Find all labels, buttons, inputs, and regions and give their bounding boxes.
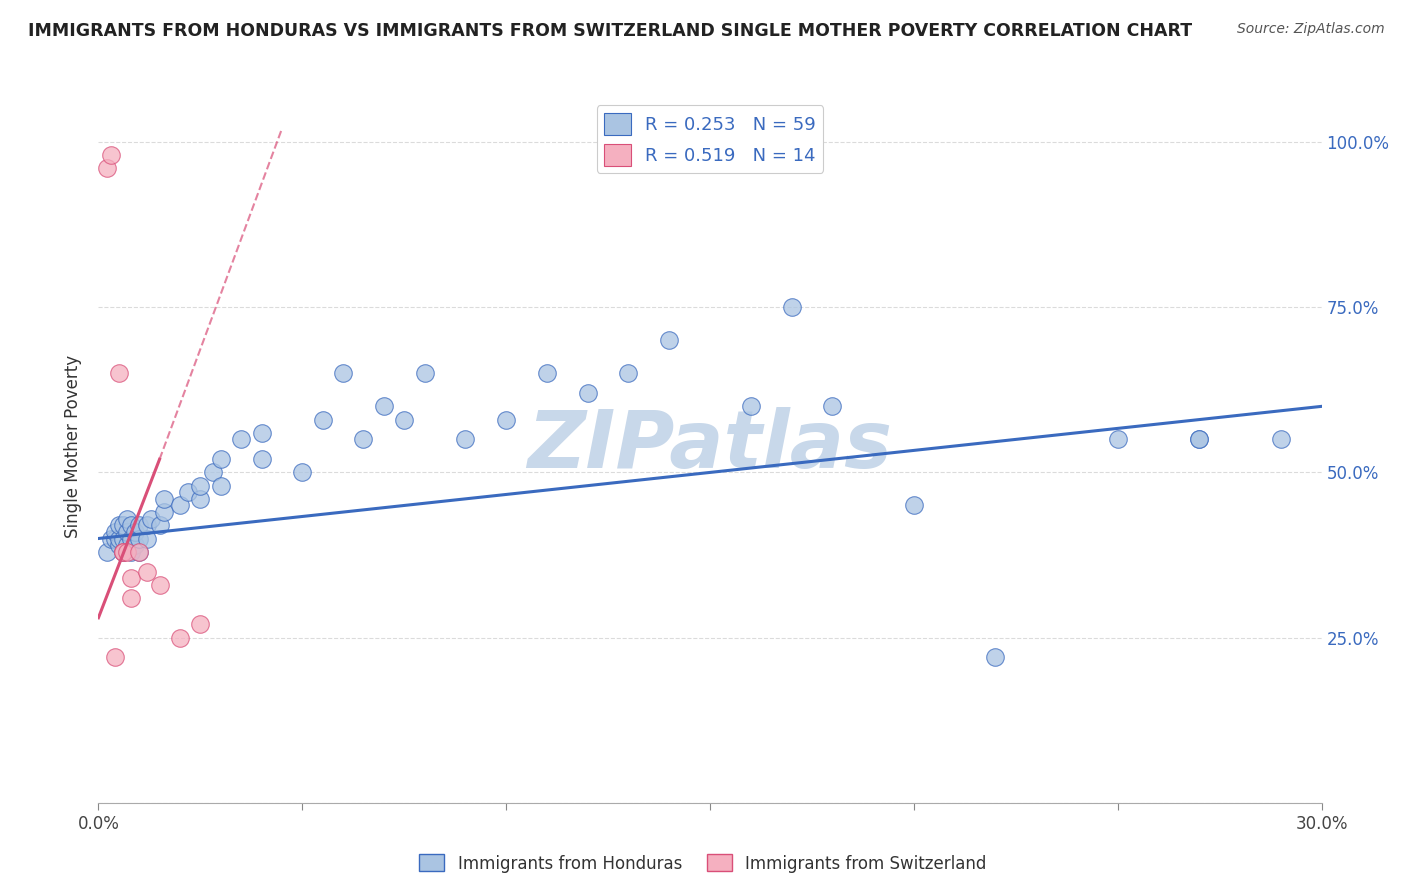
Point (120, 591, 142, 605)
Point (250, 452, 273, 467)
Point (1188, 433, 1211, 447)
Point (780, 300, 803, 314)
Point (120, 571, 142, 585)
Point (100, 148, 122, 162)
Point (152, 505, 174, 519)
Point (111, 532, 134, 546)
Point (1270, 433, 1292, 447)
Point (136, 565, 159, 579)
Point (120, 518, 142, 533)
Point (291, 466, 314, 480)
Point (104, 532, 127, 546)
Point (576, 386, 599, 401)
Point (209, 452, 232, 467)
Point (100, 532, 122, 546)
Point (115, 545, 138, 559)
Point (1188, 433, 1211, 447)
Point (188, 491, 212, 506)
Point (96, 545, 118, 559)
Legend: Immigrants from Honduras, Immigrants from Switzerland: Immigrants from Honduras, Immigrants fro… (412, 847, 994, 880)
Point (136, 518, 159, 533)
Legend: R = 0.253   N = 59, R = 0.519   N = 14: R = 0.253 N = 59, R = 0.519 N = 14 (596, 105, 824, 173)
Point (96, 161, 118, 176)
Point (115, 524, 138, 539)
Point (149, 578, 172, 592)
Point (188, 617, 212, 632)
Point (658, 333, 681, 347)
Point (115, 538, 138, 552)
Point (413, 367, 436, 381)
Point (111, 545, 134, 559)
Point (149, 518, 172, 533)
Point (124, 524, 146, 539)
Point (124, 538, 146, 552)
Point (231, 433, 253, 447)
Point (250, 425, 273, 440)
Point (128, 545, 150, 559)
Point (617, 367, 640, 381)
Point (120, 545, 142, 559)
Point (136, 532, 159, 546)
Point (120, 532, 142, 546)
Point (740, 400, 762, 414)
Point (108, 518, 131, 533)
Point (201, 466, 224, 480)
Point (1107, 433, 1129, 447)
Text: Source: ZipAtlas.com: Source: ZipAtlas.com (1237, 22, 1385, 37)
Point (352, 433, 374, 447)
Point (495, 412, 517, 426)
Point (209, 478, 232, 492)
Point (104, 524, 127, 539)
Point (454, 433, 477, 447)
Point (177, 485, 200, 500)
Point (111, 545, 134, 559)
Point (169, 499, 191, 513)
Point (128, 532, 150, 546)
Point (111, 545, 134, 559)
Point (373, 400, 395, 414)
Point (392, 412, 416, 426)
Point (188, 478, 212, 492)
Point (821, 400, 844, 414)
Point (984, 650, 1007, 665)
Point (141, 511, 163, 525)
Text: IMMIGRANTS FROM HONDURAS VS IMMIGRANTS FROM SWITZERLAND SINGLE MOTHER POVERTY CO: IMMIGRANTS FROM HONDURAS VS IMMIGRANTS F… (28, 22, 1192, 40)
Y-axis label: Single Mother Poverty: Single Mother Poverty (65, 354, 83, 538)
Point (108, 532, 131, 546)
Point (903, 499, 925, 513)
Point (111, 518, 134, 533)
Point (128, 545, 150, 559)
Point (115, 511, 138, 525)
Point (104, 650, 127, 665)
Point (152, 491, 174, 506)
Point (332, 367, 354, 381)
Point (128, 518, 150, 533)
Point (108, 367, 131, 381)
Point (536, 367, 558, 381)
Point (108, 538, 131, 552)
Point (312, 412, 335, 426)
Text: ZIPatlas: ZIPatlas (527, 407, 893, 485)
Point (169, 631, 191, 645)
